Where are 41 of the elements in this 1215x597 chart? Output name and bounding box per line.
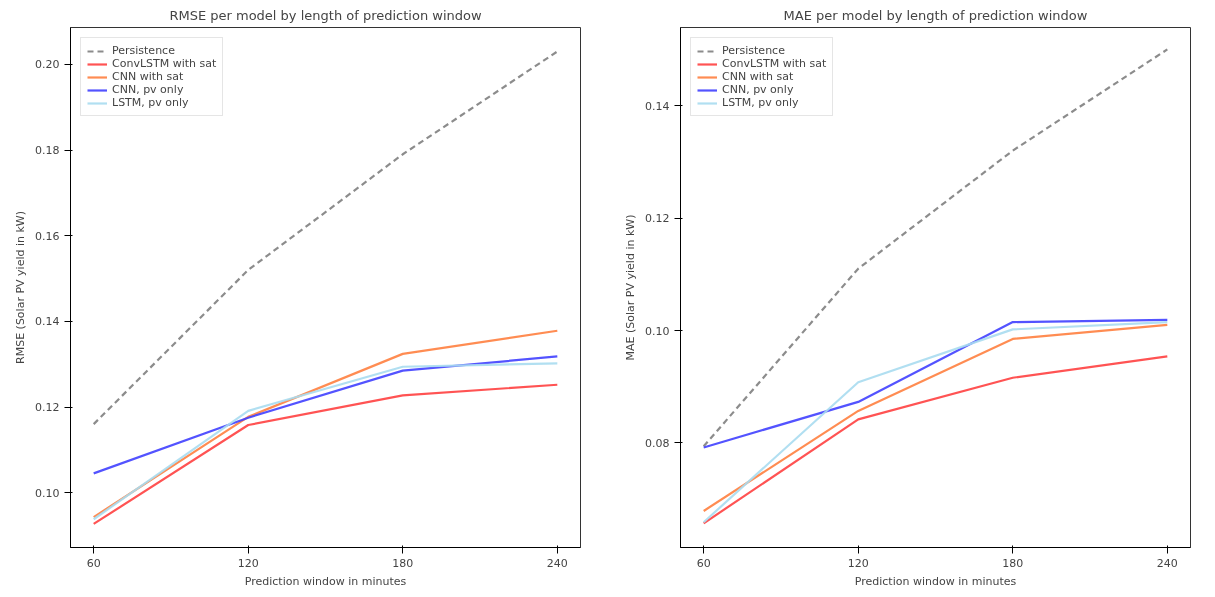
legend-label: CNN, pv only	[722, 83, 794, 96]
x-tick-label: 240	[1156, 556, 1178, 570]
legend-label: CNN with sat	[112, 70, 184, 83]
legend-label: LSTM, pv only	[722, 96, 799, 109]
y-tick-label: 0.10	[35, 486, 60, 500]
y-tick-label: 0.18	[35, 144, 60, 157]
line-series	[702, 318, 1169, 449]
y-tick-label: 0.10	[645, 324, 670, 338]
line-series	[702, 355, 1169, 525]
legend-label: ConvLSTM with sat	[112, 57, 217, 70]
x-tick-label: 240	[546, 556, 568, 570]
y-axis-title: RMSE (Solar PV yield in kW)	[14, 211, 28, 364]
x-tick-label: 60	[696, 556, 711, 570]
y-tick-label: 0.12	[35, 401, 60, 415]
chart-title: MAE per model by length of prediction window	[783, 7, 1088, 23]
y-tick-label: 0.08	[645, 436, 670, 450]
x-tick-label: 120	[847, 556, 869, 570]
line-series	[702, 48, 1169, 448]
line-series	[92, 329, 559, 519]
line-series	[92, 355, 559, 475]
legend-label: CNN with sat	[722, 70, 794, 83]
chart-title: RMSE per model by length of prediction window	[169, 7, 482, 23]
line-series	[92, 362, 559, 521]
x-axis-title: Prediction window in minutes	[244, 574, 407, 588]
y-tick-label: 0.14	[645, 99, 670, 113]
y-tick-label: 0.14	[35, 315, 60, 329]
y-axis-title: MAE (Solar PV yield in kW)	[624, 214, 638, 361]
legend-label: Persistence	[112, 44, 175, 57]
line-series	[92, 383, 559, 526]
legend-label: LSTM, pv only	[112, 96, 189, 109]
y-tick-label: 0.12	[645, 212, 670, 226]
x-axis-title: Prediction window in minutes	[854, 574, 1017, 588]
x-tick-label: 180	[392, 556, 414, 570]
y-tick-label: 0.20	[35, 58, 60, 72]
legend-label: CNN, pv only	[112, 83, 184, 96]
y-tick-label: 0.16	[35, 229, 60, 243]
legend-label: Persistence	[722, 44, 785, 57]
x-tick-label: 60	[86, 556, 101, 570]
legend-label: ConvLSTM with sat	[722, 57, 827, 70]
x-tick-label: 180	[1002, 556, 1024, 570]
x-tick-label: 120	[237, 556, 259, 570]
